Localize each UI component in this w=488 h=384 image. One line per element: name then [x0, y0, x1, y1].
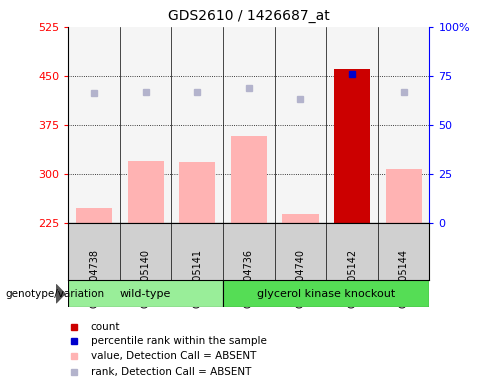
Bar: [179, 162, 215, 223]
Text: genotype/variation: genotype/variation: [5, 289, 104, 299]
Text: GSM105140: GSM105140: [141, 249, 151, 308]
Bar: [76, 209, 112, 223]
Bar: [386, 169, 422, 223]
Text: glycerol kinase knockout: glycerol kinase knockout: [257, 289, 395, 299]
Bar: [68, 280, 223, 307]
Text: GSM105142: GSM105142: [347, 249, 357, 308]
Bar: [223, 280, 429, 307]
Title: GDS2610 / 1426687_at: GDS2610 / 1426687_at: [168, 9, 330, 23]
Text: rank, Detection Call = ABSENT: rank, Detection Call = ABSENT: [91, 367, 251, 377]
Bar: [334, 69, 370, 223]
Text: GSM104740: GSM104740: [295, 249, 305, 308]
Bar: [128, 161, 164, 223]
Text: GSM105144: GSM105144: [399, 249, 408, 308]
Text: GSM104736: GSM104736: [244, 249, 254, 308]
Text: count: count: [91, 322, 121, 332]
Text: percentile rank within the sample: percentile rank within the sample: [91, 336, 267, 346]
Text: wild-type: wild-type: [120, 289, 171, 299]
Bar: [231, 136, 267, 223]
Polygon shape: [56, 285, 65, 303]
Text: GSM105141: GSM105141: [192, 249, 203, 308]
Bar: [283, 214, 319, 223]
Text: value, Detection Call = ABSENT: value, Detection Call = ABSENT: [91, 351, 256, 361]
Text: GSM104738: GSM104738: [89, 249, 99, 308]
